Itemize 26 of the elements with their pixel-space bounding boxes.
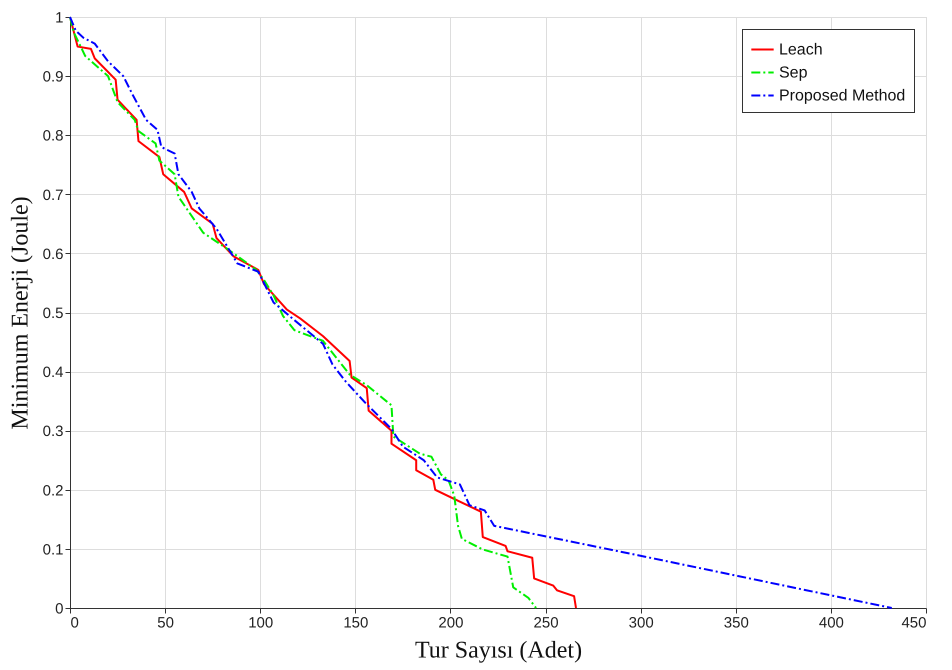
legend-label: Sep xyxy=(779,64,808,82)
y-axis-title: Minimum Enerji (Joule) xyxy=(8,196,34,430)
x-tick-label: 200 xyxy=(438,614,464,632)
y-tick-label: 0.5 xyxy=(42,305,64,322)
legend-label: Leach xyxy=(779,42,823,58)
legend-label: Proposed Method xyxy=(779,88,906,104)
x-tick-label: 100 xyxy=(248,614,274,632)
x-tick-label: 50 xyxy=(157,614,174,632)
y-tick-label: 0.9 xyxy=(42,68,64,86)
y-tick-label: 0.1 xyxy=(42,541,64,558)
x-tick-label: 450 xyxy=(901,614,926,632)
y-tick-label: 1 xyxy=(55,10,64,26)
x-tick-label: 150 xyxy=(343,614,368,632)
y-tick-label: 0.3 xyxy=(42,423,64,440)
y-tick-label: 0.4 xyxy=(42,364,64,382)
x-tick-label: 400 xyxy=(818,614,844,632)
x-tick-label: 0 xyxy=(70,614,79,632)
x-tick-label: 250 xyxy=(534,614,559,632)
y-tick-label: 0.6 xyxy=(42,246,64,263)
y-tick-label: 0 xyxy=(55,600,64,618)
y-tick-label: 0.7 xyxy=(42,186,64,204)
x-tick-label: 300 xyxy=(628,614,654,632)
y-tick-label: 0.8 xyxy=(42,128,64,145)
x-axis-title: Tur Sayısı (Adet) xyxy=(414,638,582,664)
y-tick-label: 0.2 xyxy=(42,482,64,500)
x-tick-label: 350 xyxy=(724,614,749,632)
